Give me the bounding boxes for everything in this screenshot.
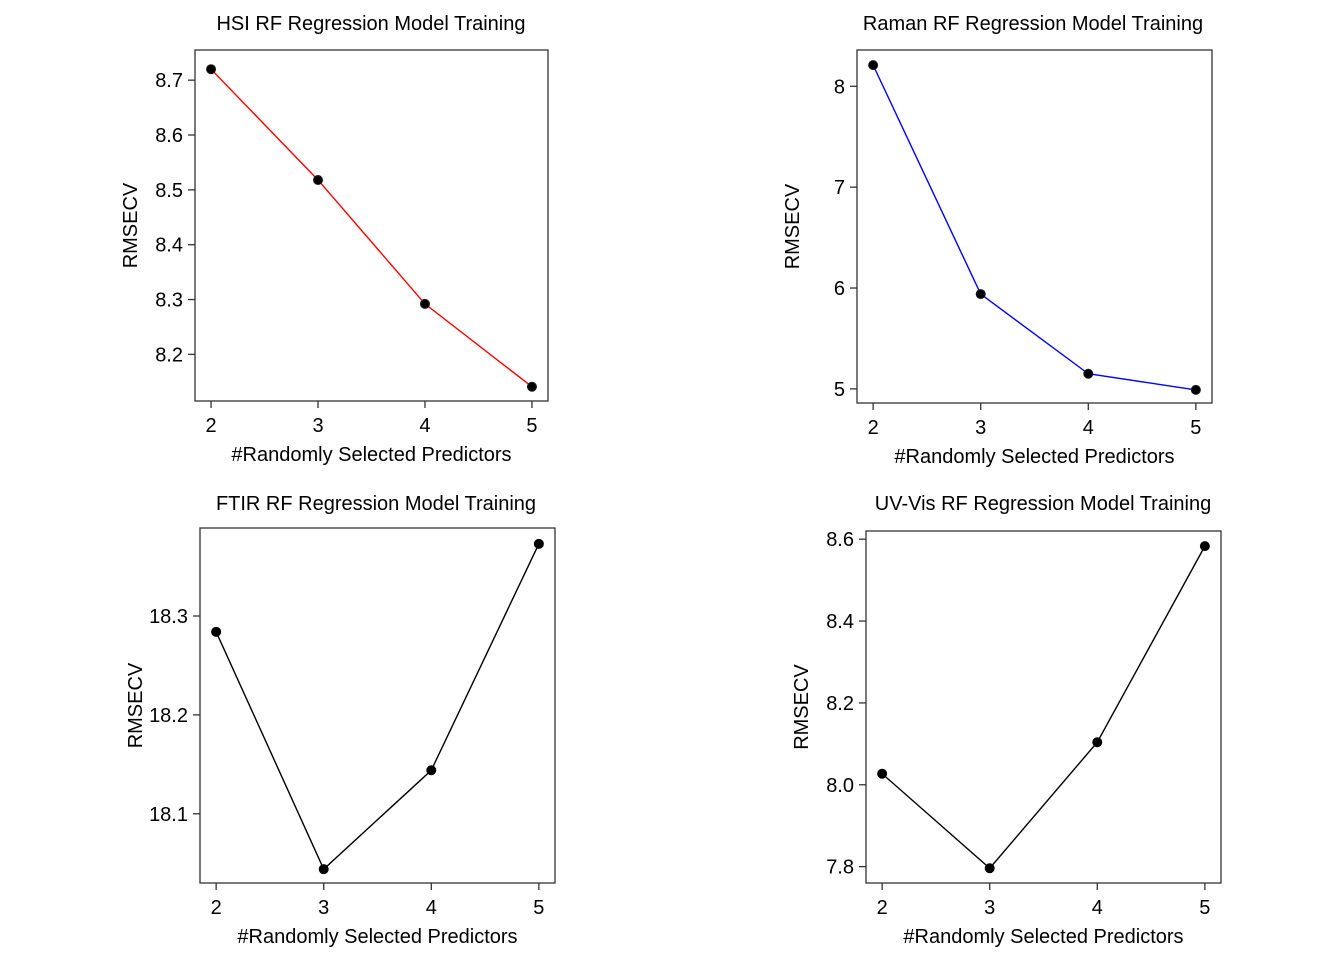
plot-frame xyxy=(856,49,1213,404)
chart-title: UV-Vis RF Regression Model Training xyxy=(875,493,1211,515)
plot-frame xyxy=(194,49,549,402)
data-point xyxy=(533,538,544,549)
y-tick-label: 8 xyxy=(834,76,845,98)
data-point xyxy=(318,864,329,875)
y-tick-label: 8.3 xyxy=(155,290,183,312)
data-point xyxy=(1083,368,1094,379)
chart-title: FTIR RF Regression Model Training xyxy=(216,493,536,515)
y-tick-label: 8.4 xyxy=(155,235,183,257)
series-line xyxy=(215,543,540,871)
series-line xyxy=(872,64,1196,391)
y-tick-label: 18.2 xyxy=(149,705,188,727)
x-tick-label: 4 xyxy=(1083,417,1094,439)
plot-frame xyxy=(865,530,1222,884)
series-line xyxy=(210,68,533,388)
data-point xyxy=(426,765,437,776)
data-point xyxy=(868,60,879,71)
x-tick-label: 3 xyxy=(984,897,995,919)
chart-panel-1: HSI RF Regression Model Training 2 3 4 5 8.2 8… xyxy=(120,13,549,466)
x-axis-label: #Randomly Selected Predictors xyxy=(237,926,517,948)
x-tick-label: 3 xyxy=(318,897,329,919)
plot-frame xyxy=(199,527,556,884)
y-tick-label: 8.6 xyxy=(155,125,183,147)
x-tick-label: 3 xyxy=(312,415,323,437)
y-tick-label: 8.7 xyxy=(155,70,183,92)
y-tick-label: 5 xyxy=(834,379,845,401)
y-tick-label: 8.5 xyxy=(155,180,183,202)
data-point xyxy=(1092,737,1103,748)
x-tick-label: 5 xyxy=(1190,417,1201,439)
data-point xyxy=(211,626,222,637)
x-axis-label: #Randomly Selected Predictors xyxy=(894,446,1174,468)
data-point xyxy=(877,768,888,779)
x-tick-label: 2 xyxy=(868,417,879,439)
data-point xyxy=(1190,384,1201,395)
data-point xyxy=(313,174,324,185)
chart-title: Raman RF Regression Model Training xyxy=(863,13,1203,35)
x-tick-label: 4 xyxy=(419,415,430,437)
data-point xyxy=(1199,541,1210,552)
data-point xyxy=(206,64,217,75)
x-tick-label: 5 xyxy=(526,415,537,437)
y-tick-label: 18.3 xyxy=(149,606,188,628)
y-axis-label: RMSECV xyxy=(791,664,813,750)
data-point xyxy=(526,381,537,392)
x-tick-label: 2 xyxy=(877,897,888,919)
x-tick-label: 4 xyxy=(1092,897,1103,919)
x-tick-label: 5 xyxy=(1199,897,1210,919)
x-tick-label: 2 xyxy=(211,897,222,919)
x-tick-label: 4 xyxy=(426,897,437,919)
chart-panel-3: FTIR RF Regression Model Training 2 3 4 5 18.… xyxy=(125,493,556,948)
y-tick-label: 7 xyxy=(834,177,845,199)
y-tick-label: 7.8 xyxy=(826,857,854,879)
x-tick-label: 2 xyxy=(205,415,216,437)
y-tick-label: 8.6 xyxy=(826,529,854,551)
y-tick-label: 8.0 xyxy=(826,775,854,797)
chart-panel-2: Raman RF Regression Model Training 2 3 4 5 5 6… xyxy=(782,13,1213,468)
y-tick-label: 18.1 xyxy=(149,804,188,826)
y-tick-label: 8.4 xyxy=(826,611,854,633)
y-axis-label: RMSECV xyxy=(125,662,147,748)
x-axis-label: #Randomly Selected Predictors xyxy=(231,444,511,466)
x-tick-label: 3 xyxy=(975,417,986,439)
data-point xyxy=(419,298,430,309)
y-axis-label: RMSECV xyxy=(120,182,142,268)
data-point xyxy=(984,863,995,874)
chart-panel-4: UV-Vis RF Regression Model Training 2 3 4 5 7… xyxy=(791,493,1222,948)
y-tick-label: 8.2 xyxy=(155,344,183,366)
chart-title: HSI RF Regression Model Training xyxy=(216,13,525,35)
series-line xyxy=(881,545,1206,870)
y-tick-label: 6 xyxy=(834,278,845,300)
data-point xyxy=(975,289,986,300)
y-tick-label: 8.2 xyxy=(826,693,854,715)
y-axis-label: RMSECV xyxy=(782,183,804,269)
x-tick-label: 5 xyxy=(533,897,544,919)
x-axis-label: #Randomly Selected Predictors xyxy=(903,926,1183,948)
